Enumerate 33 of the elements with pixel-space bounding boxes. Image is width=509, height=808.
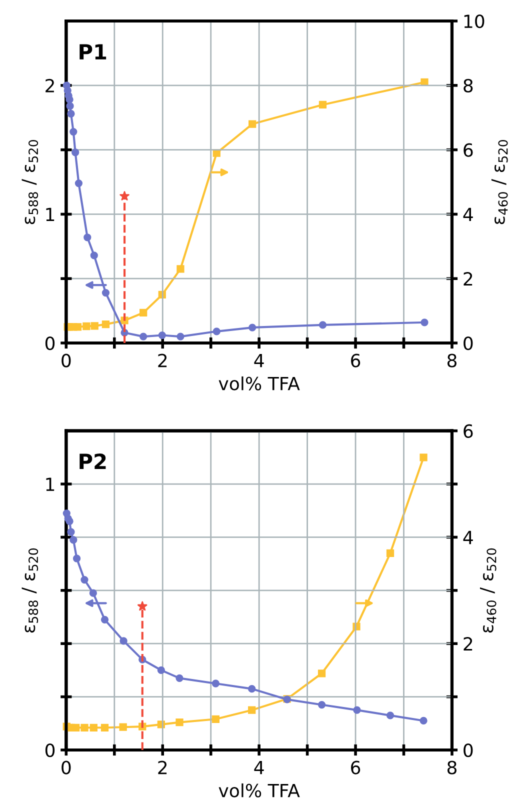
y2-axis-title: ε$_{460}$ / ε$_{520}$ xyxy=(491,140,508,224)
y2-tick-label: 10 xyxy=(464,14,484,28)
y-axis-title: ε$_{588}$ / ε$_{520}$ xyxy=(22,140,38,224)
x-tick-label: 2 xyxy=(158,760,167,774)
y-tick-label: 0 xyxy=(45,743,55,758)
y2-tick-label: 0 xyxy=(464,336,473,350)
x-tick-label: 2 xyxy=(158,354,167,368)
text: P2 xyxy=(80,454,106,469)
y2-tick-label: 4 xyxy=(463,208,473,222)
y2-tick-label: 4 xyxy=(463,530,473,544)
y-tick-label: 2 xyxy=(46,78,54,92)
y2-tick-label: 2 xyxy=(464,637,472,650)
text: P1 xyxy=(80,44,106,60)
x-tick-label: 4 xyxy=(254,354,264,368)
x-tick-label: 6 xyxy=(351,354,360,368)
y-tick-label: 1 xyxy=(46,208,54,222)
y2-tick-label: 2 xyxy=(464,272,472,286)
y-axis-title: ε$_{588}$ / ε$_{520}$ xyxy=(22,548,38,633)
x-tick-label: 0 xyxy=(62,354,71,368)
y2-tick-label: 6 xyxy=(464,424,473,438)
x-tick-label: 0 xyxy=(62,760,71,774)
y-tick-label: 1 xyxy=(46,478,54,491)
y2-tick-label: 6 xyxy=(464,143,473,157)
x-tick-label: 6 xyxy=(351,760,360,774)
x-axis-title: vol% TFA xyxy=(218,783,300,798)
y2-tick-label: 8 xyxy=(464,78,473,93)
x-tick-label: 8 xyxy=(447,760,456,774)
x-tick-label: 4 xyxy=(254,760,264,774)
y2-axis-title: ε$_{460}$ / ε$_{520}$ xyxy=(480,548,496,633)
y2-tick-label: 0 xyxy=(464,743,473,758)
y-tick-label: 0 xyxy=(45,336,55,350)
x-tick-label: 8 xyxy=(447,354,456,368)
x-axis-title: vol% TFA xyxy=(218,376,300,390)
